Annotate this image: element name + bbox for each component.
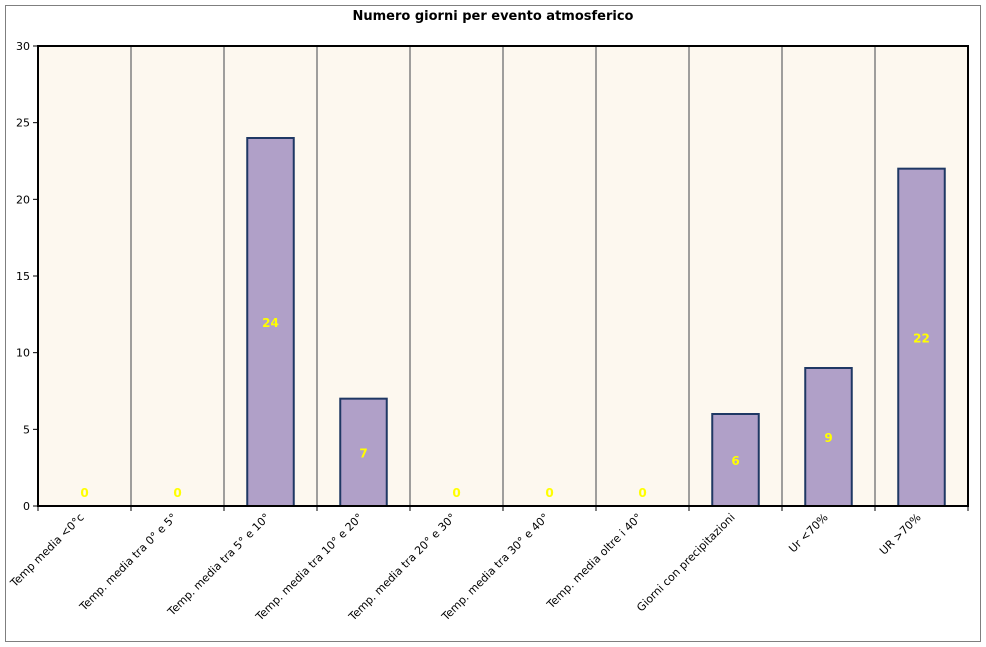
data-label: 0 [173,486,181,500]
y-tick-label: 5 [23,423,30,436]
y-tick-label: 15 [16,270,30,283]
x-tick-label: Temp. media oltre i 40° [544,511,645,612]
y-tick-label: 30 [16,40,30,53]
data-label: 0 [545,486,553,500]
data-label: 7 [359,446,367,460]
x-tick-label: Temp. media tra 10° e 20° [253,511,366,624]
bar [339,397,388,507]
x-tick-label: Temp media <0°c [7,511,86,590]
bar [711,413,760,507]
x-tick-label: Temp. media tra 30° e 40° [439,511,552,624]
bar [897,167,946,508]
bar [246,137,295,507]
x-tick-label: Temp. media tra 5° e 10° [165,511,273,619]
x-tick-label: Giorni con precipitazioni [634,511,737,614]
y-tick-label: 20 [16,193,30,206]
chart-title: Numero giorni per evento atmosferico [352,9,634,24]
data-label: 0 [80,486,88,500]
data-label: 0 [452,486,460,500]
x-tick-label: Temp. media tra 0° e 5° [76,511,179,614]
data-label: 22 [913,331,930,345]
y-tick-label: 10 [16,347,30,360]
x-tick-label: Ur <70% [786,511,830,555]
y-tick-label: 25 [16,117,30,130]
x-tick-label: UR >70% [877,511,924,558]
data-label: 24 [262,316,279,330]
x-tick-label: Temp. media tra 20° e 30° [346,511,459,624]
bar [804,367,853,507]
y-tick-label: 0 [23,500,30,513]
data-label: 6 [731,454,739,468]
data-label: 0 [638,486,646,500]
data-label: 9 [824,431,832,445]
